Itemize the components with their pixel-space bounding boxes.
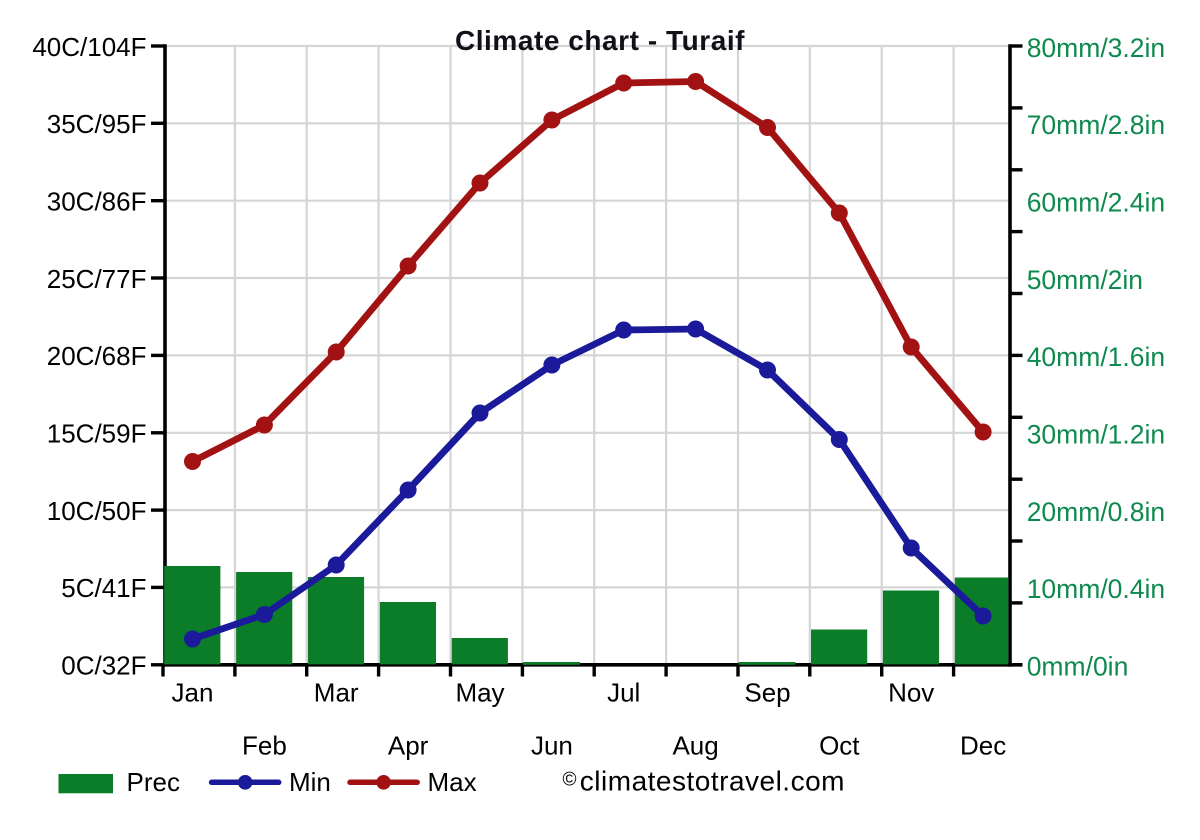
svg-text:5C/41F: 5C/41F — [61, 573, 146, 603]
svg-text:Dec: Dec — [960, 731, 1006, 761]
svg-text:50mm/2in: 50mm/2in — [1027, 265, 1143, 295]
svg-text:Min: Min — [289, 767, 331, 797]
svg-text:©: © — [563, 770, 577, 791]
svg-text:Apr: Apr — [388, 731, 429, 761]
svg-text:Nov: Nov — [888, 678, 934, 708]
svg-text:May: May — [455, 678, 504, 708]
svg-text:Sep: Sep — [744, 678, 790, 708]
svg-text:20C/68F: 20C/68F — [47, 341, 147, 371]
svg-text:Jan: Jan — [172, 678, 214, 708]
svg-text:20mm/0.8in: 20mm/0.8in — [1027, 497, 1165, 527]
svg-text:70mm/2.8in: 70mm/2.8in — [1027, 110, 1165, 140]
svg-text:40mm/1.6in: 40mm/1.6in — [1027, 342, 1165, 372]
svg-text:Jul: Jul — [607, 678, 640, 708]
svg-text:40C/104F: 40C/104F — [32, 32, 146, 62]
svg-text:Aug: Aug — [672, 731, 718, 761]
svg-text:10mm/0.4in: 10mm/0.4in — [1027, 574, 1165, 604]
svg-text:climatestotravel.com: climatestotravel.com — [580, 766, 845, 797]
svg-text:Oct: Oct — [819, 731, 860, 761]
svg-text:0mm/0in: 0mm/0in — [1027, 652, 1129, 682]
svg-text:35C/95F: 35C/95F — [47, 109, 147, 139]
svg-text:30mm/1.2in: 30mm/1.2in — [1027, 420, 1165, 450]
svg-text:Max: Max — [428, 767, 477, 797]
svg-text:Mar: Mar — [314, 678, 359, 708]
svg-text:Prec: Prec — [127, 767, 180, 797]
svg-text:Climate chart - Turaif: Climate chart - Turaif — [455, 25, 745, 56]
svg-text:10C/50F: 10C/50F — [47, 496, 147, 526]
svg-text:Jun: Jun — [531, 731, 573, 761]
svg-text:15C/59F: 15C/59F — [47, 419, 147, 449]
svg-text:60mm/2.4in: 60mm/2.4in — [1027, 188, 1165, 218]
svg-text:80mm/3.2in: 80mm/3.2in — [1027, 33, 1165, 63]
svg-text:Feb: Feb — [242, 731, 287, 761]
svg-text:25C/77F: 25C/77F — [47, 264, 147, 294]
svg-text:30C/86F: 30C/86F — [47, 187, 147, 217]
svg-text:0C/32F: 0C/32F — [61, 651, 146, 681]
